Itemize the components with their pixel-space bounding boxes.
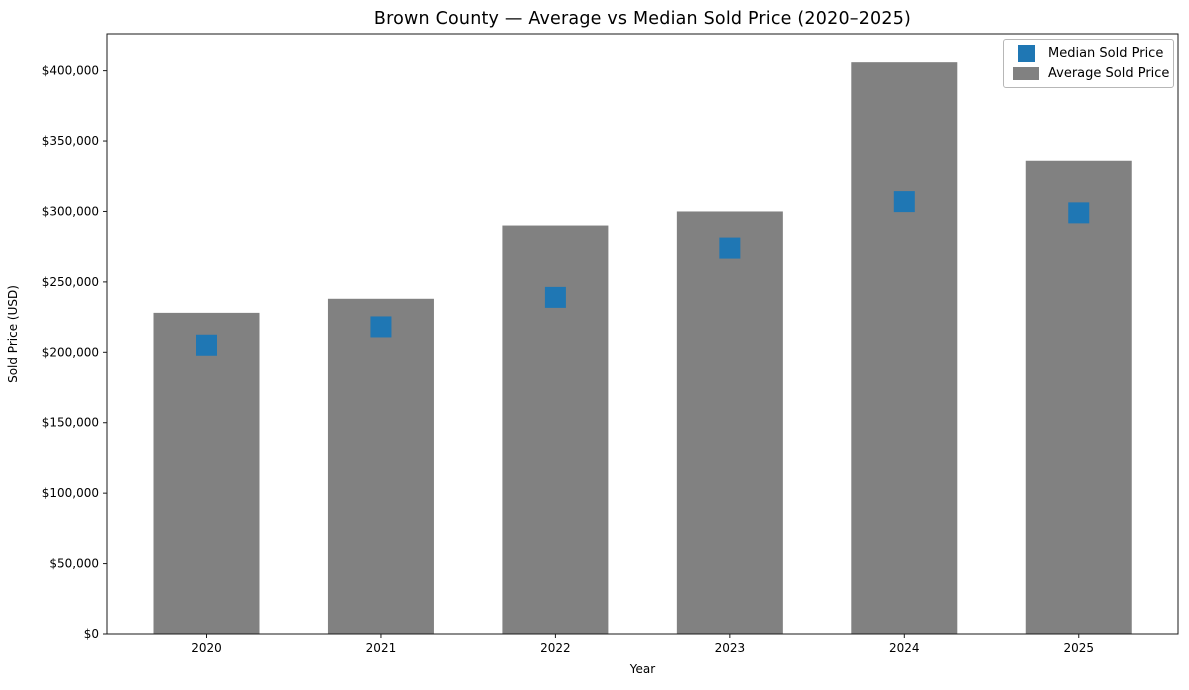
legend: Median Sold Price Average Sold Price — [1003, 39, 1174, 88]
legend-label-median: Median Sold Price — [1048, 46, 1164, 61]
legend-label-average: Average Sold Price — [1048, 66, 1170, 81]
x-tick-label: 2020 — [191, 641, 222, 655]
y-tick-label: $50,000 — [49, 557, 99, 571]
bar-average-2020 — [153, 312, 260, 634]
bar-average-2022 — [502, 225, 609, 634]
y-tick-label: $400,000 — [42, 64, 99, 78]
marker-median-2020 — [196, 334, 217, 356]
plot-border — [106, 33, 1179, 635]
x-tick-label: 2024 — [889, 641, 920, 655]
chart-title: Brown County — Average vs Median Sold Pr… — [373, 9, 912, 29]
marker-median-2024 — [893, 191, 915, 213]
marker-median-2022 — [544, 286, 566, 308]
bar-average-2021 — [327, 298, 434, 634]
x-tick-label: 2023 — [715, 641, 746, 655]
median-square-swatch-icon — [1013, 45, 1039, 62]
legend-entry-median: Median Sold Price — [1013, 45, 1164, 62]
y-tick-label: $250,000 — [42, 275, 99, 289]
marker-median-2025 — [1068, 202, 1090, 224]
bar-average-2023 — [676, 211, 783, 634]
y-tick-label: $0 — [84, 627, 99, 641]
marker-median-2023 — [719, 237, 741, 259]
y-tick-label: $150,000 — [42, 416, 99, 430]
average-bar-swatch-icon — [1013, 67, 1039, 80]
x-tick-label: 2021 — [366, 641, 397, 655]
y-tick-label: $350,000 — [42, 134, 99, 148]
x-tick-label: 2025 — [1063, 641, 1094, 655]
y-tick-label: $300,000 — [42, 204, 99, 218]
y-tick-label: $100,000 — [42, 486, 99, 500]
bar-average-2025 — [1025, 160, 1132, 634]
marker-median-2021 — [370, 316, 392, 338]
legend-entry-average: Average Sold Price — [1013, 66, 1169, 81]
bar-average-2024 — [851, 62, 958, 635]
y-tick-label: $200,000 — [42, 345, 99, 359]
x-axis-label: Year — [629, 662, 656, 676]
x-tick-label: 2022 — [540, 641, 571, 655]
y-axis-label: Sold Price (USD) — [6, 285, 20, 383]
